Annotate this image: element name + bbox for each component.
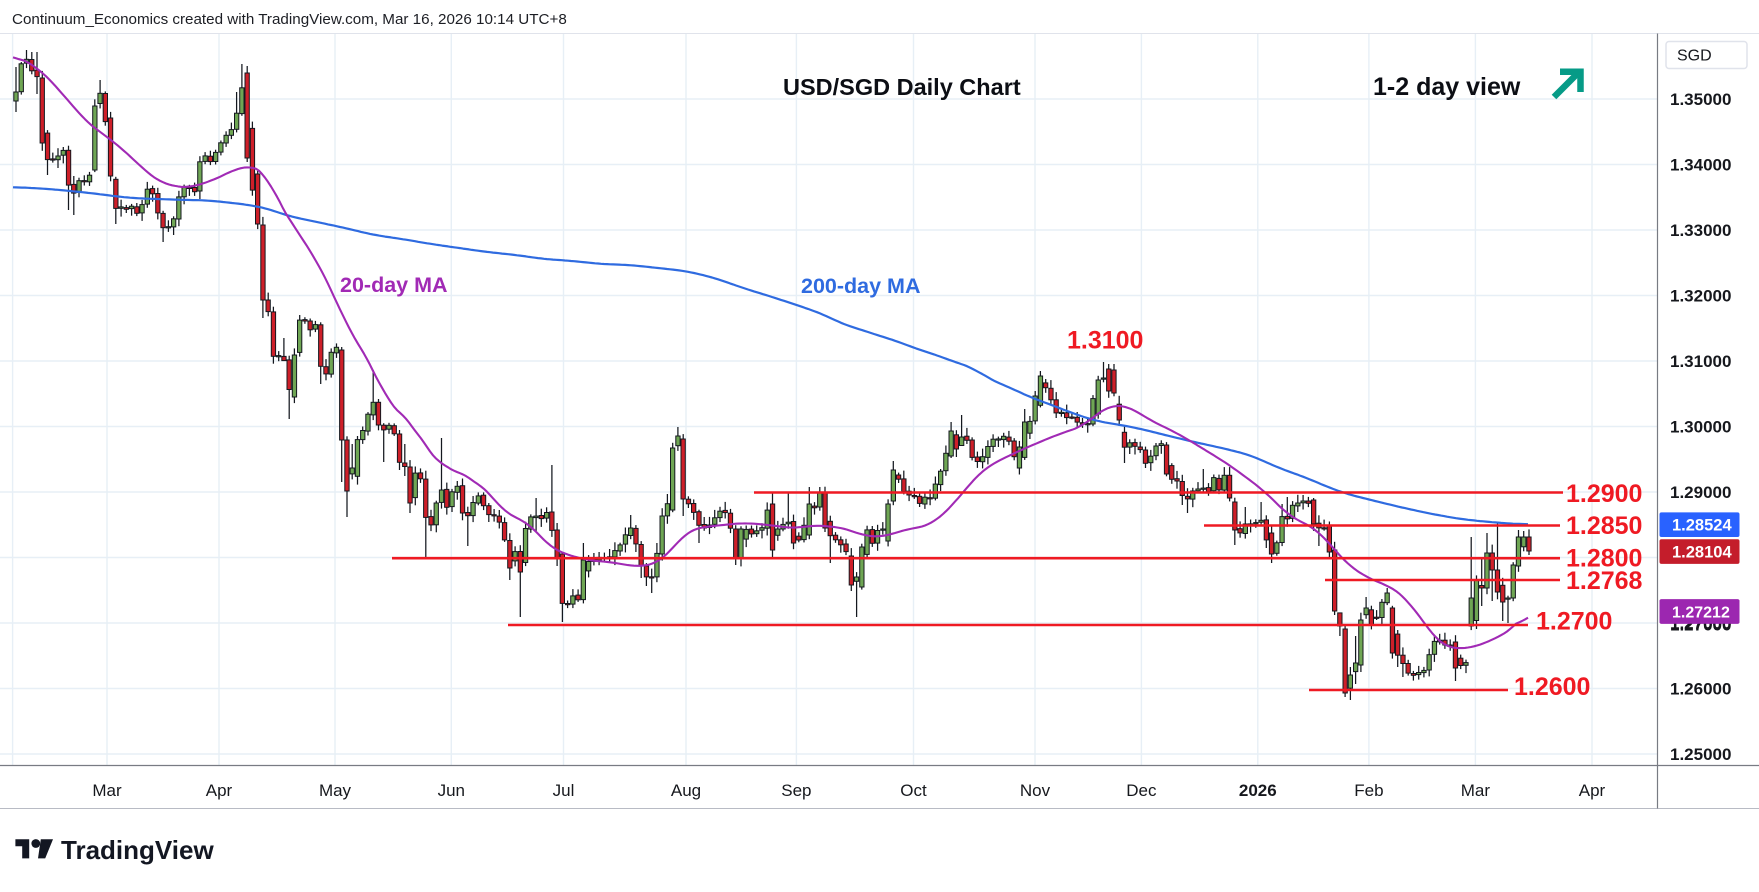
svg-text:1.33000: 1.33000: [1670, 221, 1731, 240]
svg-text:Dec: Dec: [1126, 781, 1157, 800]
svg-text:1.2600: 1.2600: [1514, 673, 1590, 701]
svg-text:1.31000: 1.31000: [1670, 352, 1731, 371]
svg-text:Mar: Mar: [92, 781, 122, 800]
svg-text:1.2700: 1.2700: [1536, 608, 1612, 636]
svg-text:1.2900: 1.2900: [1566, 480, 1642, 508]
svg-text:1.2768: 1.2768: [1566, 567, 1643, 595]
svg-text:1.3100: 1.3100: [1067, 327, 1143, 355]
svg-text:Sep: Sep: [781, 781, 811, 800]
svg-text:1.26000: 1.26000: [1670, 680, 1731, 699]
svg-text:TradingView: TradingView: [61, 835, 214, 865]
svg-text:Apr: Apr: [206, 781, 233, 800]
svg-text:2026: 2026: [1239, 781, 1277, 800]
svg-text:Oct: Oct: [900, 781, 927, 800]
svg-text:1.2800: 1.2800: [1566, 545, 1642, 573]
svg-text:200-day MA: 200-day MA: [801, 274, 921, 298]
svg-text:Aug: Aug: [671, 781, 701, 800]
svg-text:Nov: Nov: [1020, 781, 1051, 800]
svg-text:1.34000: 1.34000: [1670, 156, 1731, 175]
svg-text:1.32000: 1.32000: [1670, 287, 1731, 306]
svg-text:1-2 day view: 1-2 day view: [1373, 73, 1521, 101]
svg-text:USD/SGD Daily Chart: USD/SGD Daily Chart: [783, 74, 1021, 100]
svg-text:1.30000: 1.30000: [1670, 418, 1731, 437]
svg-text:1.25000: 1.25000: [1670, 745, 1731, 764]
svg-text:1.35000: 1.35000: [1670, 90, 1731, 109]
svg-text:1.28524: 1.28524: [1672, 517, 1732, 535]
svg-text:Jun: Jun: [438, 781, 465, 800]
svg-text:Continuum_Economics created wi: Continuum_Economics created with Trading…: [12, 11, 567, 28]
svg-text:1.29000: 1.29000: [1670, 483, 1731, 502]
svg-text:1.27212: 1.27212: [1672, 604, 1730, 621]
svg-text:Mar: Mar: [1461, 781, 1491, 800]
svg-text:Jul: Jul: [553, 781, 575, 800]
svg-text:Apr: Apr: [1579, 781, 1606, 800]
svg-text:20-day MA: 20-day MA: [340, 273, 448, 297]
svg-text:May: May: [319, 781, 352, 800]
svg-text:SGD: SGD: [1677, 48, 1712, 65]
svg-text:1.28104: 1.28104: [1672, 544, 1732, 562]
svg-text:Feb: Feb: [1354, 781, 1383, 800]
svg-text:1.2850: 1.2850: [1566, 512, 1642, 540]
